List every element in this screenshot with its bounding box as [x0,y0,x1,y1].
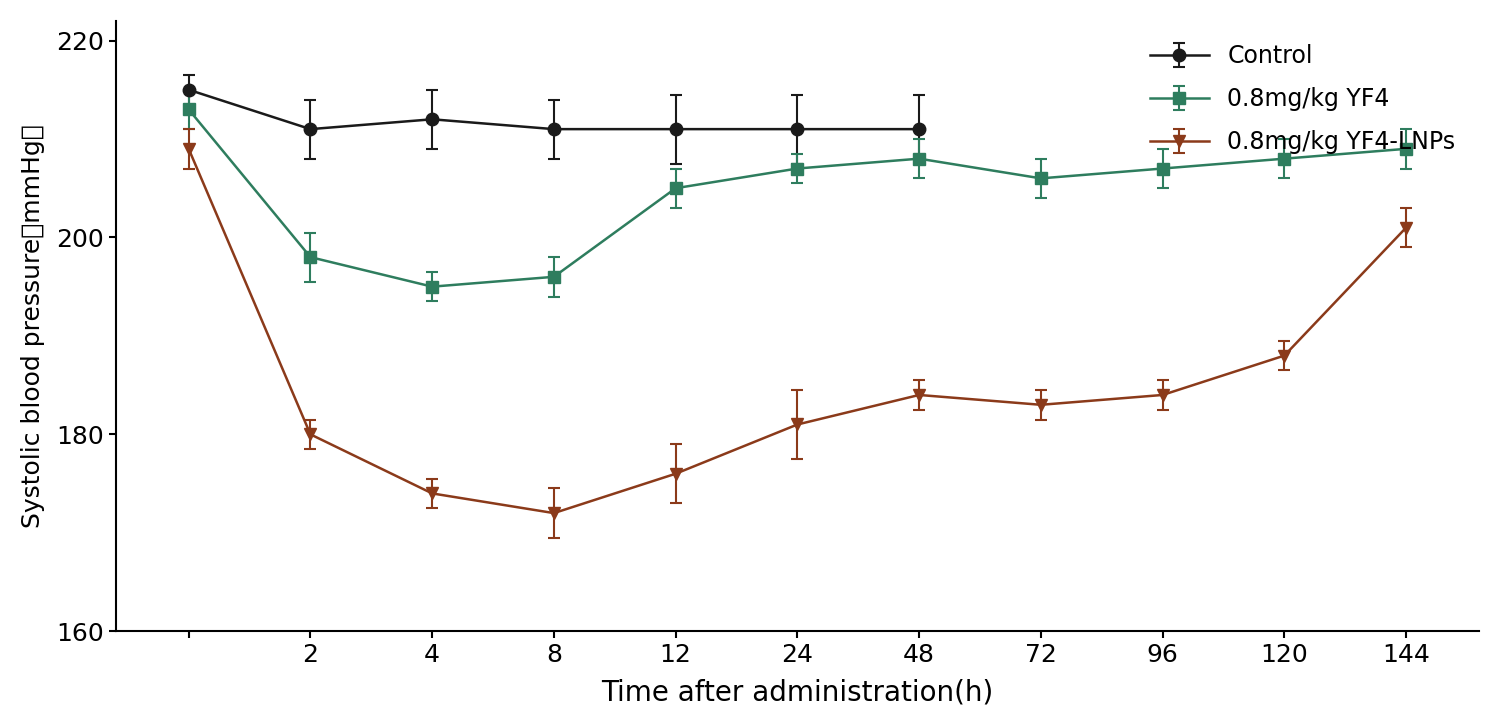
X-axis label: Time after administration(h): Time after administration(h) [602,678,993,706]
Y-axis label: Systolic blood pressure（mmHg）: Systolic blood pressure（mmHg） [21,124,45,528]
Legend: Control, 0.8mg/kg YF4, 0.8mg/kg YF4-LNPs: Control, 0.8mg/kg YF4, 0.8mg/kg YF4-LNPs [1137,33,1467,166]
